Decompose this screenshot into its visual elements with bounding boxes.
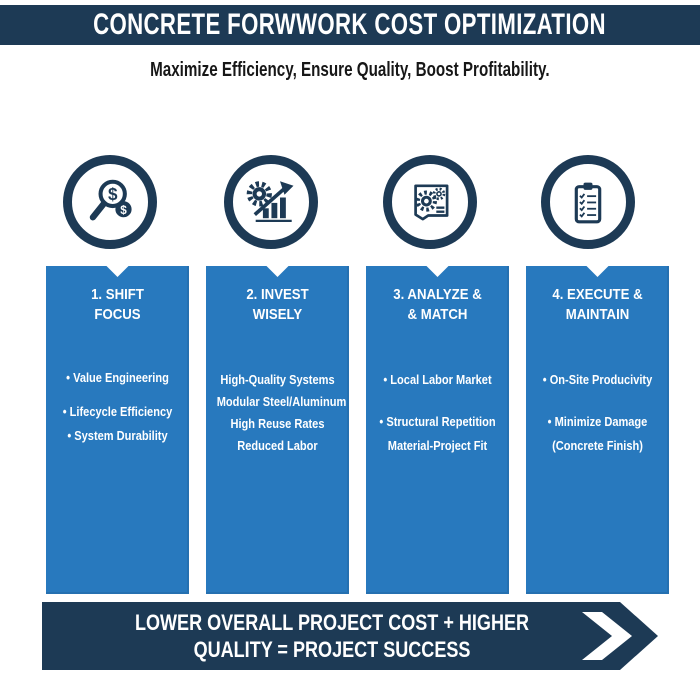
magnifier-dollar-glyph: $ $ (89, 179, 132, 221)
step-column-2: 2. INVEST WISELY High-Quality Systems Mo… (206, 266, 349, 594)
step-4-items: • On-Site Producivity • Minimize Damage … (537, 372, 659, 454)
list-item: High Reuse Rates (230, 416, 325, 431)
step-1-items: • Value Engineering • Lifecycle Efficien… (57, 370, 179, 444)
step-2-title: 2. INVEST WISELY (246, 286, 309, 323)
step-1-title: 1. SHIFT FOCUS (91, 286, 144, 323)
list-item: • Local Labor Market (383, 372, 492, 387)
clipboard-checklist-glyph (574, 182, 602, 224)
list-item: • Structural Repetition (379, 414, 496, 429)
list-item: Modular Steel/Aluminum (216, 394, 347, 409)
list-item: • On-Site Producivity (542, 372, 653, 387)
subtitle: Maximize Efficiency, Ensure Quality, Boo… (0, 57, 700, 83)
list-item: • Minimize Damage (547, 414, 648, 429)
list-item: Material-Project Fit (387, 438, 488, 453)
svg-text:$: $ (108, 185, 118, 204)
step-3-title: 3. ANALYZE & & MATCH (393, 286, 482, 323)
step-column-4: 4. EXECUTE & MAINTAIN • On-Site Produciv… (526, 266, 669, 594)
list-item: • Lifecycle Efficiency (62, 404, 173, 419)
header-banner: CONCRETE FORWWORK COST OPTIMIZATION (0, 5, 700, 45)
blueprint-gears-icon (383, 155, 477, 249)
step-column-3: 3. ANALYZE & & MATCH • Local Labor Marke… (366, 266, 509, 594)
step-4-title: 4. EXECUTE & MAINTAIN (552, 286, 643, 323)
gear-growth-chart-glyph (246, 181, 294, 223)
page-title: CONCRETE FORWWORK COST OPTIMIZATION (93, 8, 607, 41)
svg-text:$: $ (120, 204, 127, 217)
step-2-items: High-Quality Systems Modular Steel/Alumi… (217, 372, 339, 454)
blueprint-gears-glyph (414, 184, 449, 221)
magnifier-dollar-icon: $ $ (63, 155, 157, 249)
step-3-items: • Local Labor Market • Structural Repeti… (377, 372, 499, 454)
list-item: Reduced Labor (237, 438, 318, 453)
subtitle-text: Maximize Efficiency, Ensure Quality, Boo… (150, 58, 550, 81)
list-item: (Concrete Finish) (552, 438, 643, 453)
chevron-right-icon (582, 612, 640, 660)
conclusion-banner: LOWER OVERALL PROJECT COST + HIGHER QUAL… (42, 602, 658, 670)
conclusion-text: LOWER OVERALL PROJECT COST + HIGHER QUAL… (134, 610, 530, 662)
list-item: • Value Engineering (66, 370, 169, 385)
gear-growth-chart-icon (224, 155, 318, 249)
list-item: • System Durability (67, 428, 168, 443)
step-column-1: 1. SHIFT FOCUS • Value Engineering • Lif… (46, 266, 189, 594)
list-item: High-Quality Systems (220, 372, 335, 387)
clipboard-checklist-icon (541, 155, 635, 249)
